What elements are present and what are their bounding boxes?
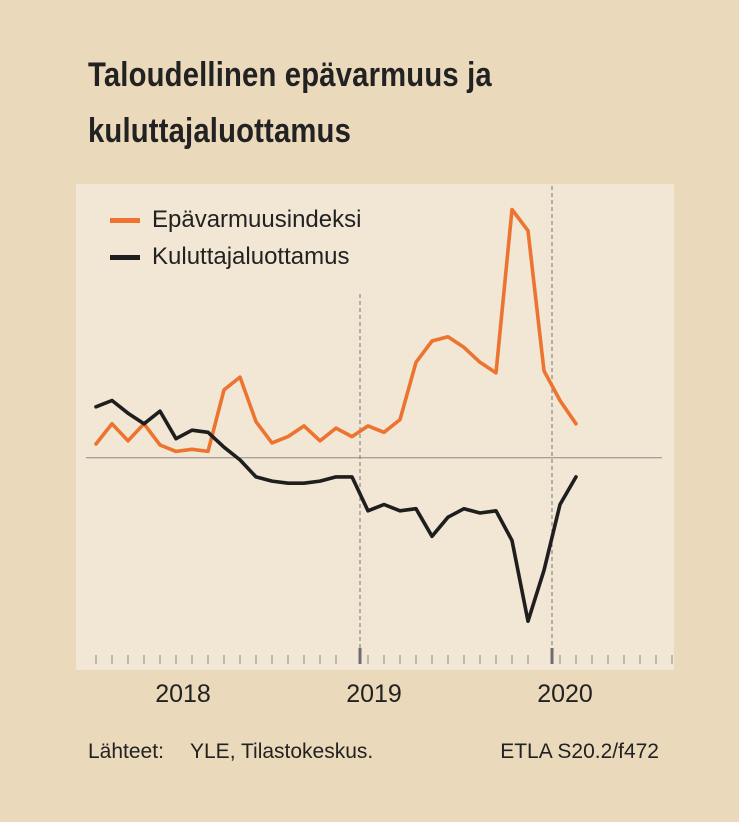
chart-code: ETLA S20.2/f472 [500, 740, 659, 763]
x-tick-label-2018: 2018 [155, 680, 211, 708]
series-line-kuluttajaluottamus [94, 398, 578, 623]
legend-label-kuluttajaluottamus: Kuluttajaluottamus [152, 243, 350, 270]
chart-title-line-2: kuluttajaluottamus [88, 112, 352, 150]
source-label: Lähteet: [88, 740, 164, 763]
x-tick-label-2020: 2020 [537, 680, 593, 708]
x-tick-label-2019: 2019 [346, 680, 402, 708]
source-text: YLE, Tilastokeskus. [190, 740, 374, 763]
legend-item-kuluttajaluottamus: Kuluttajaluottamus [110, 242, 349, 272]
legend-swatch-black [110, 254, 140, 260]
chart-svg [86, 186, 673, 664]
legend-label-epavarmuusindeksi: Epävarmuusindeksi [152, 206, 362, 233]
chart-title-line-1: Taloudellinen epävarmuus ja [88, 56, 492, 94]
series-line-epavarmuusindeksi [94, 207, 578, 454]
legend-item-epavarmuusindeksi: Epävarmuusindeksi [110, 205, 361, 235]
plot-area [76, 184, 674, 670]
legend-swatch-orange [110, 217, 140, 223]
